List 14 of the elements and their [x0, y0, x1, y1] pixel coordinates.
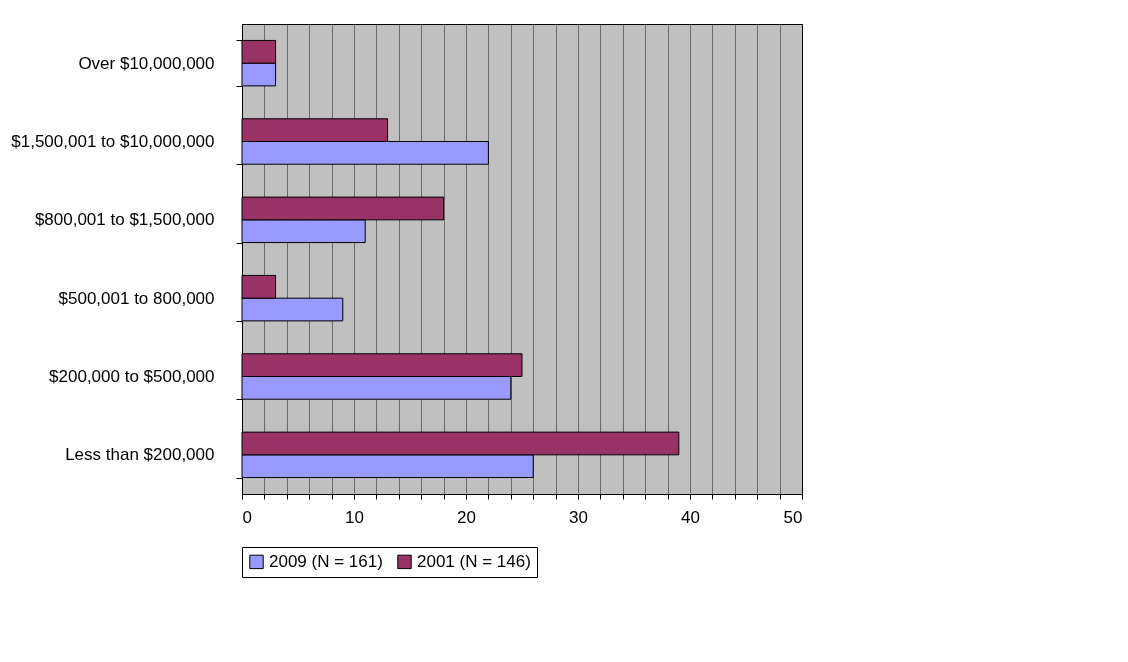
x-tick-label: 30: [569, 507, 588, 527]
y-tick-label: $500,001 to 800,000: [58, 288, 215, 308]
legend-label: 2001 (N = 146): [417, 551, 531, 571]
x-tick-label: 10: [345, 507, 364, 527]
x-tick-label: 50: [783, 507, 803, 527]
y-tick-label: $1,500,001 to $10,000,000: [11, 132, 215, 151]
y-tick-label: Over $10,000,000: [78, 53, 215, 73]
legend-label: 2009 (N = 161): [269, 551, 383, 571]
x-tick-label: 40: [681, 507, 700, 527]
x-tick-label: 0: [242, 507, 252, 527]
x-tick-label: 20: [457, 507, 476, 527]
y-tick-label: $800,001 to $1,500,000: [34, 210, 215, 230]
y-tick-label: Less than $200,000: [65, 445, 215, 465]
y-tick-label: $200,000 to $500,000: [49, 367, 215, 386]
